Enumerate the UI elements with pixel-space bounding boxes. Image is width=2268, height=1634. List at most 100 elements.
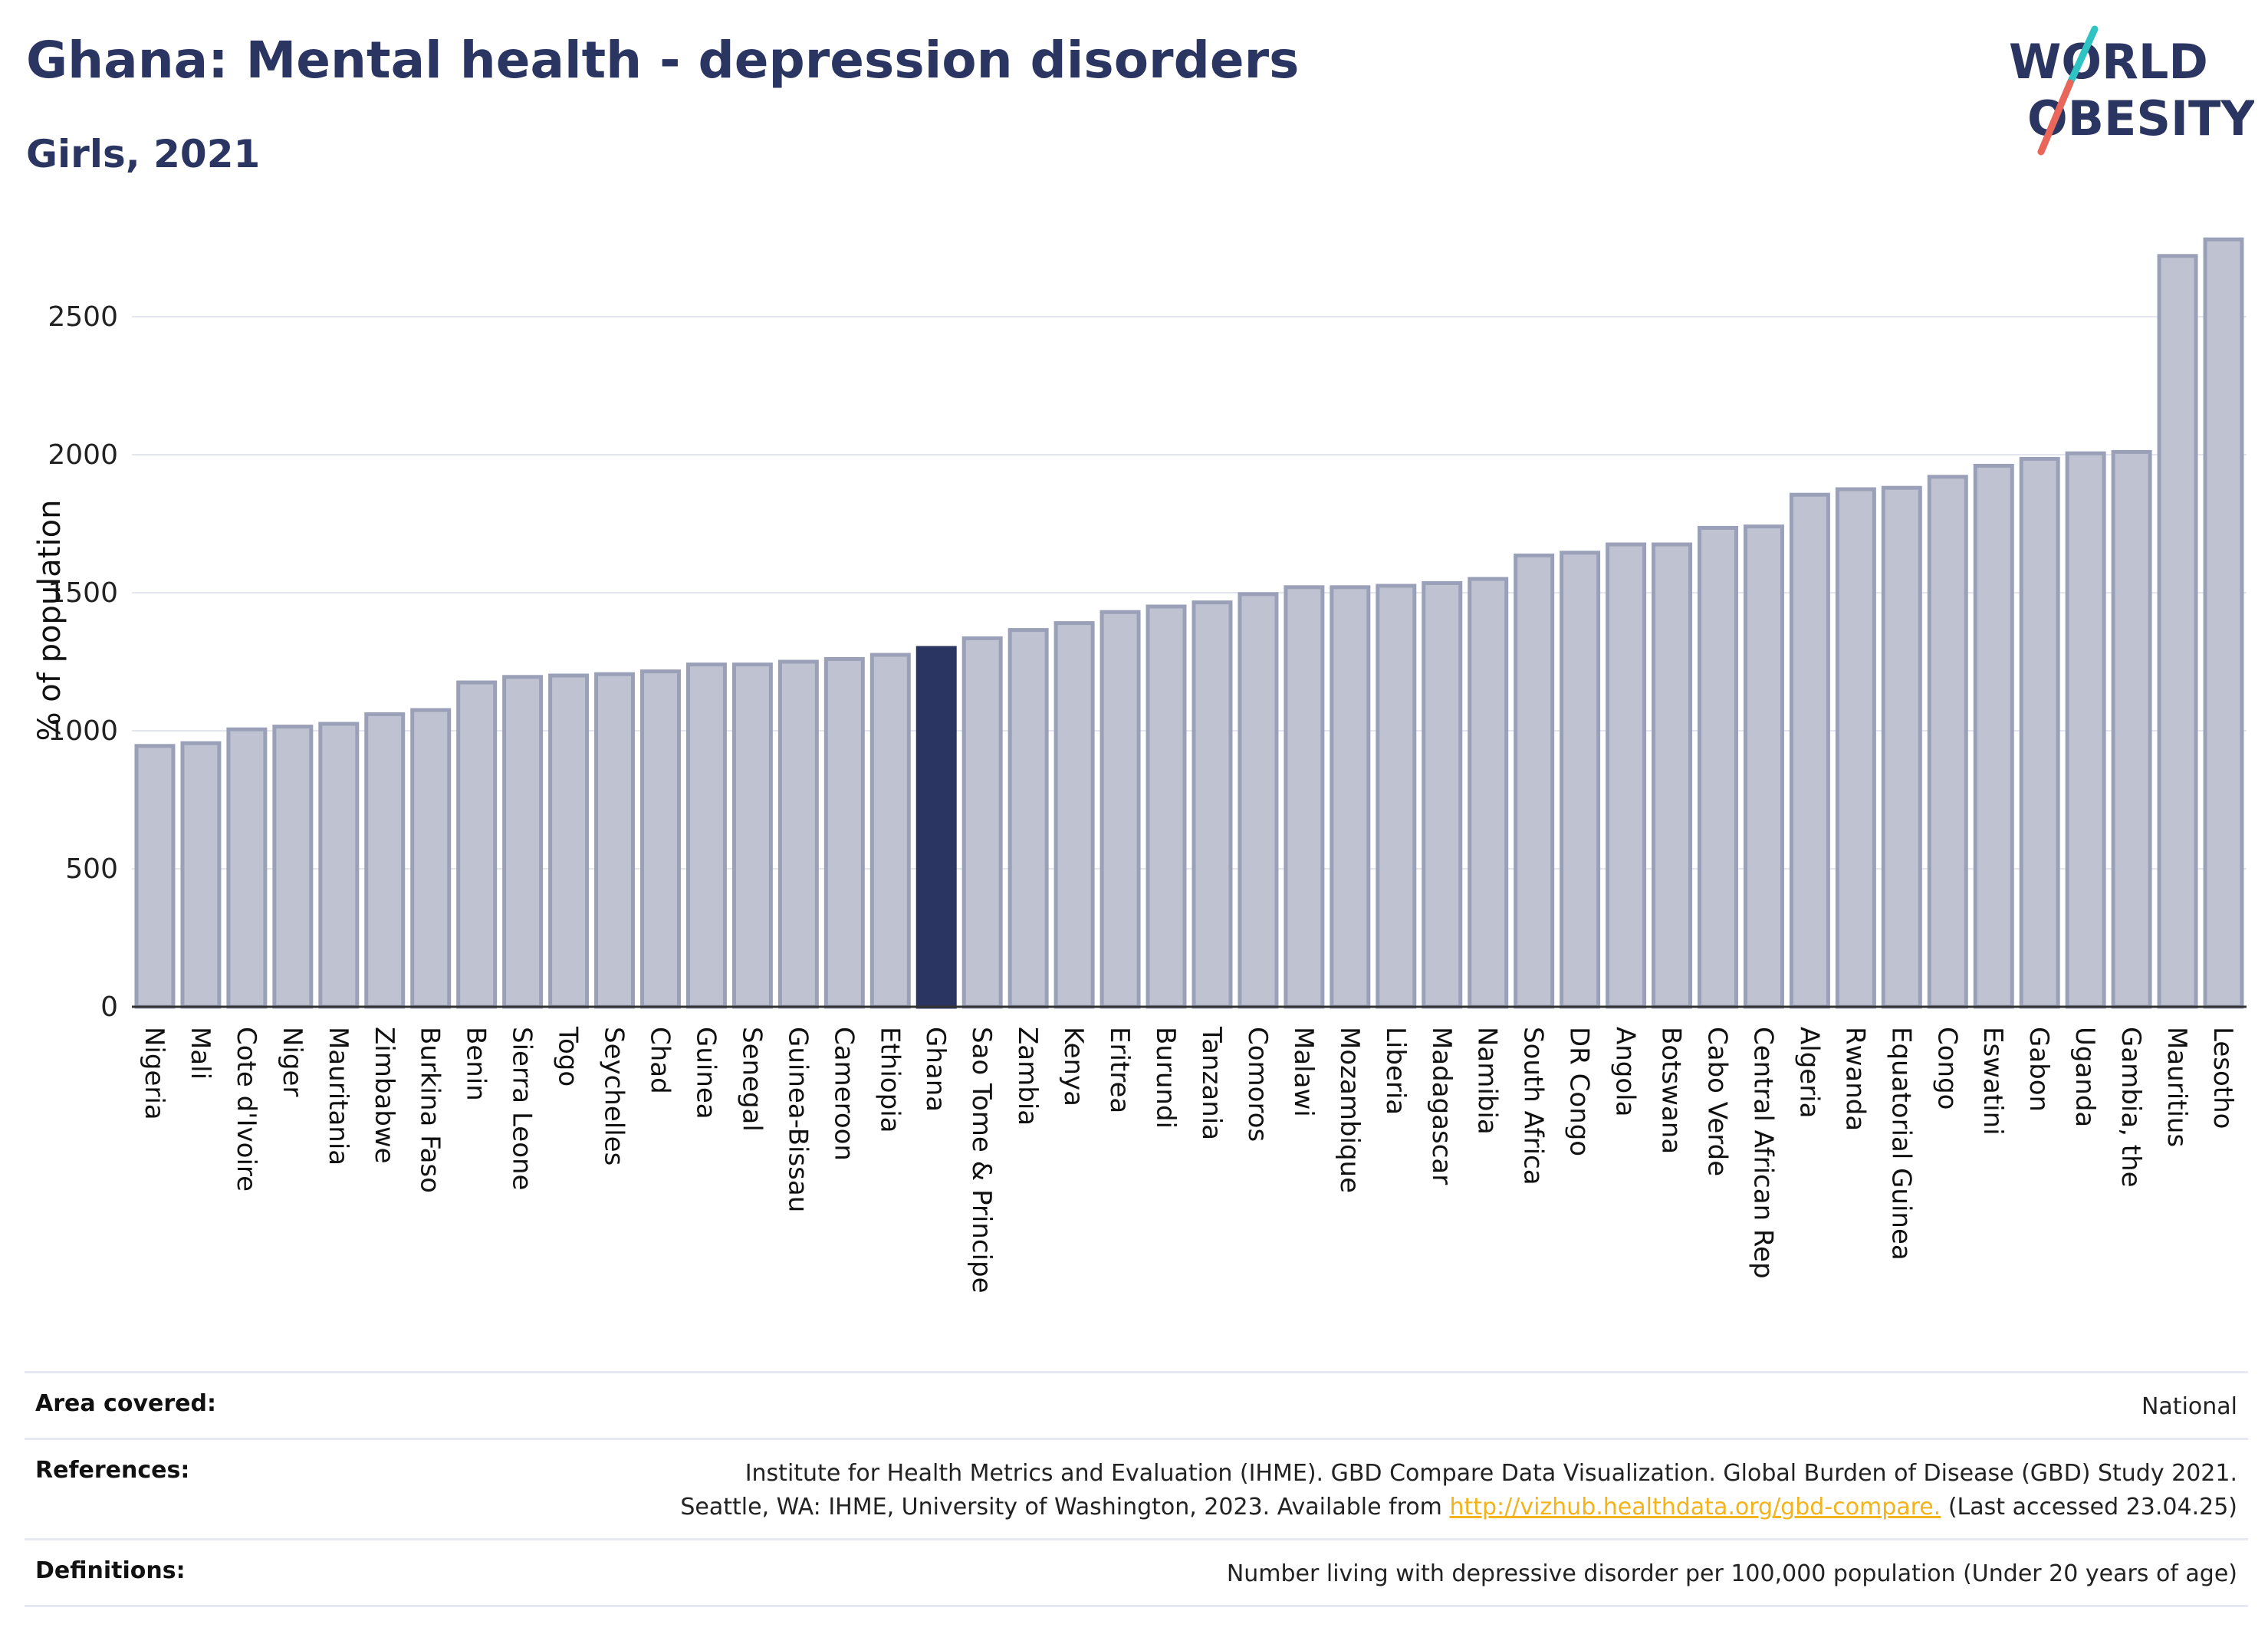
bar-guinea-bissau[interactable] bbox=[777, 659, 819, 1009]
x-axis-labels: Nigeria Mali Cote d'Ivoire Niger Mauritania Z… bbox=[139, 1026, 2238, 1294]
y-tick-label: 0 bbox=[100, 991, 118, 1023]
footer-row-references: References: Institute for Health Metrics… bbox=[25, 1438, 2248, 1538]
logo-slash-teal bbox=[2066, 25, 2099, 87]
x-tick-label: Comoros bbox=[1242, 1027, 1273, 1142]
references-label: References: bbox=[35, 1457, 190, 1484]
logo-slash-coral bbox=[2037, 79, 2074, 156]
bar-sao-tome-principe[interactable] bbox=[961, 636, 1003, 1009]
x-tick-label: Togo bbox=[553, 1026, 583, 1087]
bar-zimbabwe[interactable] bbox=[364, 712, 406, 1009]
bar-south-africa[interactable] bbox=[1514, 553, 1555, 1009]
area-covered-label: Area covered: bbox=[35, 1390, 216, 1417]
bar-mauritius[interactable] bbox=[2157, 254, 2198, 1009]
x-tick-label: Central African Rep bbox=[1747, 1027, 1778, 1279]
bar-dr-congo[interactable] bbox=[1560, 551, 1601, 1009]
bar-comoros[interactable] bbox=[1238, 592, 1279, 1009]
bar-botswana[interactable] bbox=[1652, 542, 1693, 1009]
references-line-2-pre: Seattle, WA: IHME, University of Washing… bbox=[680, 1494, 1450, 1521]
bar-mali[interactable] bbox=[180, 741, 222, 1009]
x-tick-label: Mali bbox=[185, 1027, 215, 1080]
x-tick-label: Uganda bbox=[2069, 1027, 2100, 1127]
x-tick-label: Angola bbox=[1610, 1027, 1641, 1116]
bar-niger[interactable] bbox=[272, 725, 314, 1009]
references-line-1: Institute for Health Metrics and Evaluat… bbox=[744, 1460, 2237, 1487]
definitions-label: Definitions: bbox=[35, 1557, 186, 1584]
chart-title: Ghana: Mental health - depression disord… bbox=[26, 31, 1300, 90]
x-tick-label: Algeria bbox=[1793, 1027, 1824, 1118]
area-covered-value: National bbox=[2141, 1393, 2237, 1420]
bar-uganda[interactable] bbox=[2065, 451, 2106, 1009]
bar-rwanda[interactable] bbox=[1835, 487, 1876, 1009]
bar-cabo-verde[interactable] bbox=[1698, 525, 1738, 1009]
x-tick-label: Liberia bbox=[1380, 1027, 1411, 1115]
bar-benin[interactable] bbox=[456, 680, 498, 1009]
y-tick-label: 1500 bbox=[48, 577, 118, 609]
x-tick-label: Nigeria bbox=[139, 1027, 169, 1120]
bar-burkina-faso[interactable] bbox=[410, 708, 452, 1009]
x-tick-label: Cabo Verde bbox=[1702, 1027, 1733, 1176]
y-tick-label: 1000 bbox=[48, 715, 118, 747]
x-tick-label: Mauritania bbox=[323, 1027, 353, 1165]
bar-kenya[interactable] bbox=[1053, 621, 1095, 1009]
y-tick-label: 2500 bbox=[48, 301, 118, 333]
bar-sierra-leone[interactable] bbox=[502, 675, 544, 1009]
bar-algeria[interactable] bbox=[1789, 492, 1830, 1009]
references-value: Institute for Health Metrics and Evaluat… bbox=[680, 1457, 2237, 1524]
y-axis-ticks: 0 500 1000 1500 2000 2500 bbox=[48, 301, 118, 1023]
x-tick-label: Burundi bbox=[1150, 1027, 1181, 1129]
x-tick-label: Mauritius bbox=[2161, 1027, 2192, 1147]
bar-central-african-rep[interactable] bbox=[1743, 524, 1784, 1009]
references-link[interactable]: http://vizhub.healthdata.org/gbd-compare… bbox=[1449, 1494, 1941, 1521]
bar-zambia[interactable] bbox=[1007, 628, 1049, 1009]
bar-liberia[interactable] bbox=[1376, 584, 1417, 1009]
bar-tanzania[interactable] bbox=[1192, 600, 1233, 1009]
x-tick-label: Ethiopia bbox=[874, 1027, 905, 1133]
bar-mozambique[interactable] bbox=[1330, 585, 1371, 1009]
x-tick-label: Lesotho bbox=[2207, 1027, 2238, 1129]
bar-cameroon[interactable] bbox=[823, 656, 865, 1009]
bar-angola[interactable] bbox=[1606, 542, 1647, 1009]
chart-subtitle: Girls, 2021 bbox=[26, 132, 261, 176]
x-tick-label: Gabon bbox=[2023, 1027, 2054, 1112]
x-tick-label: Sierra Leone bbox=[507, 1027, 537, 1190]
definitions-value: Number living with depressive disorder p… bbox=[1226, 1560, 2237, 1587]
x-tick-label: DR Congo bbox=[1564, 1027, 1595, 1156]
bar-senegal[interactable] bbox=[731, 662, 773, 1009]
bar-ethiopia[interactable] bbox=[869, 653, 911, 1009]
bar-seychelles[interactable] bbox=[594, 672, 636, 1009]
bar-eritrea[interactable] bbox=[1099, 610, 1141, 1009]
x-tick-label: Rwanda bbox=[1839, 1027, 1870, 1131]
x-tick-label: Gambia, the bbox=[2115, 1027, 2146, 1188]
bar-eswatini[interactable] bbox=[1973, 463, 2014, 1009]
bar-togo[interactable] bbox=[548, 673, 590, 1009]
bar-guinea[interactable] bbox=[685, 662, 727, 1009]
bar-gambia-the[interactable] bbox=[2111, 449, 2152, 1009]
bar-chad[interactable] bbox=[640, 669, 681, 1009]
bar-lesotho[interactable] bbox=[2203, 237, 2244, 1009]
x-tick-label: Guinea-Bissau bbox=[782, 1027, 813, 1212]
bar-burundi[interactable] bbox=[1146, 604, 1187, 1009]
footer-row-area: Area covered: National bbox=[25, 1371, 2248, 1438]
bar-gabon[interactable] bbox=[2019, 456, 2060, 1009]
bar-nigeria[interactable] bbox=[134, 744, 176, 1009]
bar-chart: 0 500 1000 1500 2000 2500 Nigeria Mali Cote d'I… bbox=[32, 237, 2247, 1294]
bar-madagascar[interactable] bbox=[1422, 580, 1463, 1009]
bar-cote-d-ivoire[interactable] bbox=[226, 727, 268, 1009]
bar-congo[interactable] bbox=[1927, 475, 1968, 1009]
bar-namibia[interactable] bbox=[1468, 577, 1509, 1009]
x-tick-label: Eritrea bbox=[1104, 1027, 1135, 1113]
bar-equatorial-guinea[interactable] bbox=[1881, 485, 1922, 1009]
x-tick-label: Guinea bbox=[690, 1027, 721, 1119]
bar-ghana[interactable] bbox=[915, 646, 957, 1009]
footer-table: Area covered: National References: Insti… bbox=[25, 1371, 2248, 1607]
bar-malawi[interactable] bbox=[1284, 585, 1325, 1009]
x-tick-label: Benin bbox=[461, 1027, 491, 1101]
x-tick-label: Zimbabwe bbox=[369, 1027, 399, 1164]
x-tick-label: Niger bbox=[277, 1027, 307, 1096]
x-tick-label: Zambia bbox=[1012, 1027, 1043, 1126]
bars bbox=[134, 237, 2244, 1009]
x-tick-label: Malawi bbox=[1288, 1027, 1319, 1117]
bar-mauritania[interactable] bbox=[318, 722, 360, 1009]
x-tick-label: Chad bbox=[645, 1027, 675, 1094]
x-tick-label: Seychelles bbox=[599, 1027, 629, 1165]
